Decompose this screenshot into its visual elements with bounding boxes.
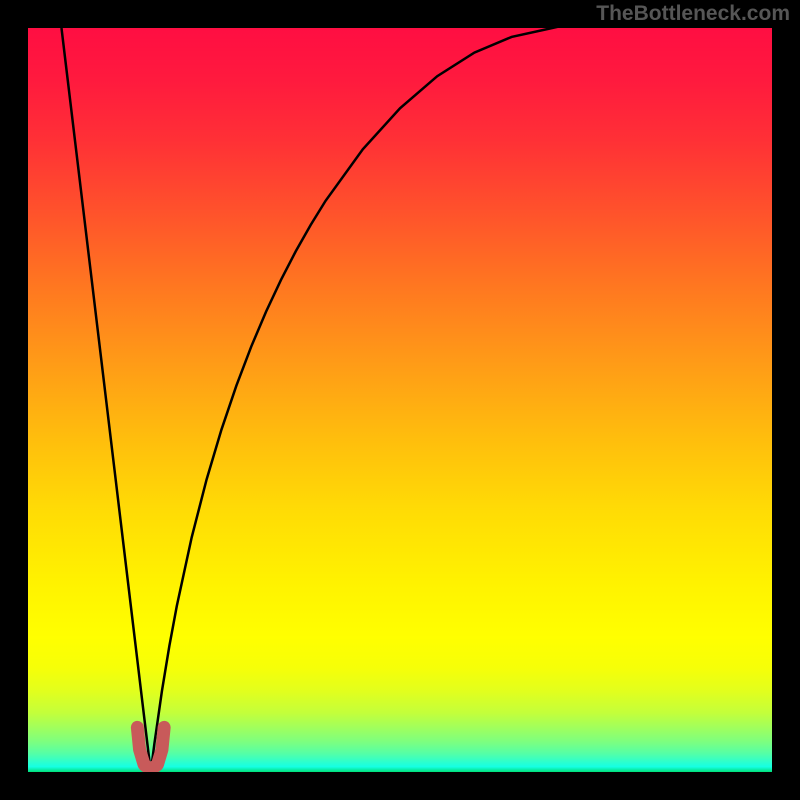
plot-area [28,28,772,772]
chart-frame: TheBottleneck.com [0,0,800,800]
gradient-background [28,28,772,772]
watermark-text: TheBottleneck.com [596,2,790,26]
chart-svg [28,28,772,772]
